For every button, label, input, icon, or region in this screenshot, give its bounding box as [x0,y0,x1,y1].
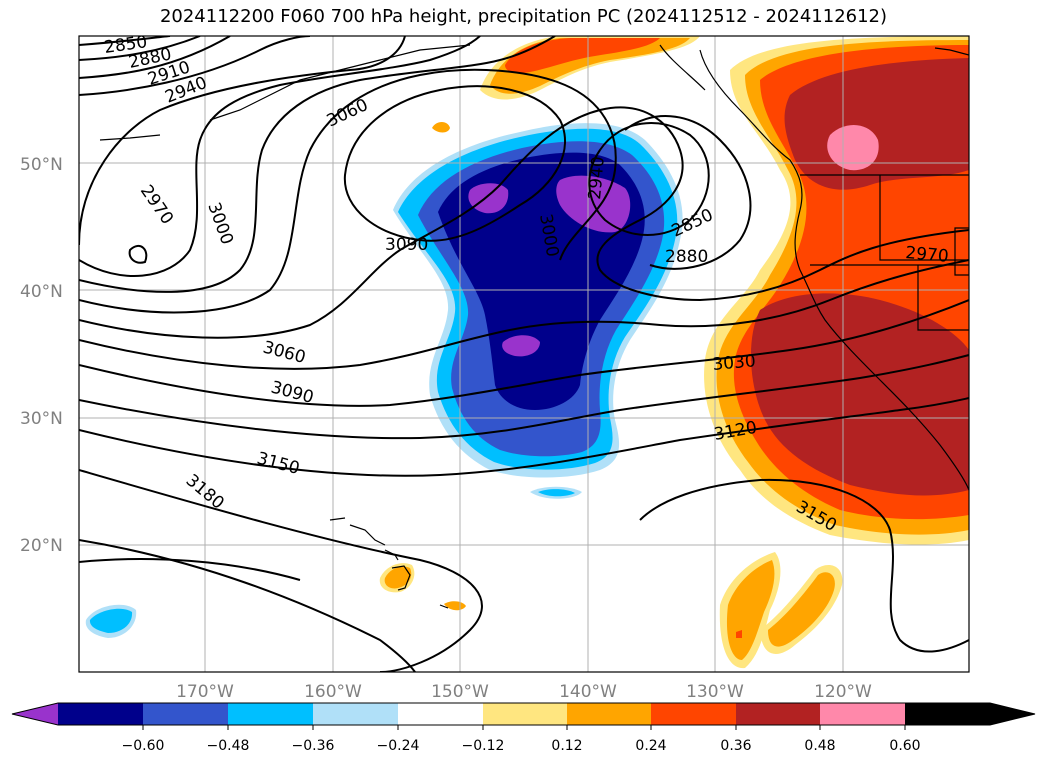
negative-anomaly-central [393,123,683,478]
map-frame [78,35,970,673]
map-area: 2850 2880 2910 2940 3060 2970 3000 3090 … [79,32,969,672]
colorbar-segment [143,703,228,725]
lon-label: 130°W [686,682,744,702]
contour-label: 3090 [385,235,428,255]
map-title: 2024112200 F060 700 hPa height, precipit… [159,6,888,27]
contour-label: 3060 [261,338,308,369]
longitude-labels: 170°W 160°W 150°W 140°W 130°W 120°W [176,682,872,702]
lat-label: 20°N [20,536,63,556]
colorbar-tick-label: 0.36 [720,738,751,754]
colorbar-tick-label: 0.12 [551,738,582,754]
colorbar-tick-label: 0.60 [889,738,920,754]
lon-label: 140°W [559,682,617,702]
contour-label: 2970 [136,181,177,228]
contour-label: 2970 [905,243,950,267]
coastlines [99,44,969,609]
contour-label: 2850 [103,32,149,58]
contour-label: 3000 [203,200,237,247]
colorbar-segment [398,703,483,725]
colorbar-tick-label: −0.24 [377,738,420,754]
colorbar-segment [483,703,567,725]
colorbar-tick-label: −0.12 [462,738,505,754]
colorbar-segment [651,703,736,725]
height-contours [79,36,969,672]
lon-label: 160°W [304,682,362,702]
negative-anomaly-small [85,486,582,638]
colorbar-segment [905,703,1035,725]
colorbar-outline [11,702,1036,726]
lon-label: 170°W [176,682,234,702]
gridlines [79,36,969,672]
positive-anomaly-south [379,552,843,669]
colorbar-tick-label: −0.36 [292,738,335,754]
colorbar-segment [567,703,651,725]
colorbar-tick-label: −0.60 [122,738,165,754]
colorbar-tick-label: −0.48 [207,738,250,754]
latitude-labels: 50°N 40°N 30°N 20°N [20,155,63,556]
colorbar-segment [313,703,398,725]
colorbar-segment [58,703,143,725]
positive-anomaly-north [432,36,700,133]
colorbar-segment [228,703,313,725]
colorbar-segment [820,703,905,725]
lon-label: 120°W [814,682,872,702]
lon-label: 150°W [431,682,489,702]
contour-label: 2940 [585,156,609,201]
contour-label: 3060 [324,95,372,131]
colorbar: −0.60 −0.48 −0.36 −0.24 −0.12 0.12 0.24 … [11,702,1036,754]
contour-label: 2880 [665,247,708,267]
lat-label: 30°N [20,409,63,429]
colorbar-segment [736,703,820,725]
lat-label: 50°N [20,155,63,175]
lat-label: 40°N [20,282,63,302]
contour-label: 3150 [255,449,302,480]
colorbar-tick-label: 0.48 [804,738,835,754]
colorbar-segment [12,703,58,725]
contour-label: 3030 [712,351,757,375]
colorbar-tick-label: 0.24 [635,738,666,754]
